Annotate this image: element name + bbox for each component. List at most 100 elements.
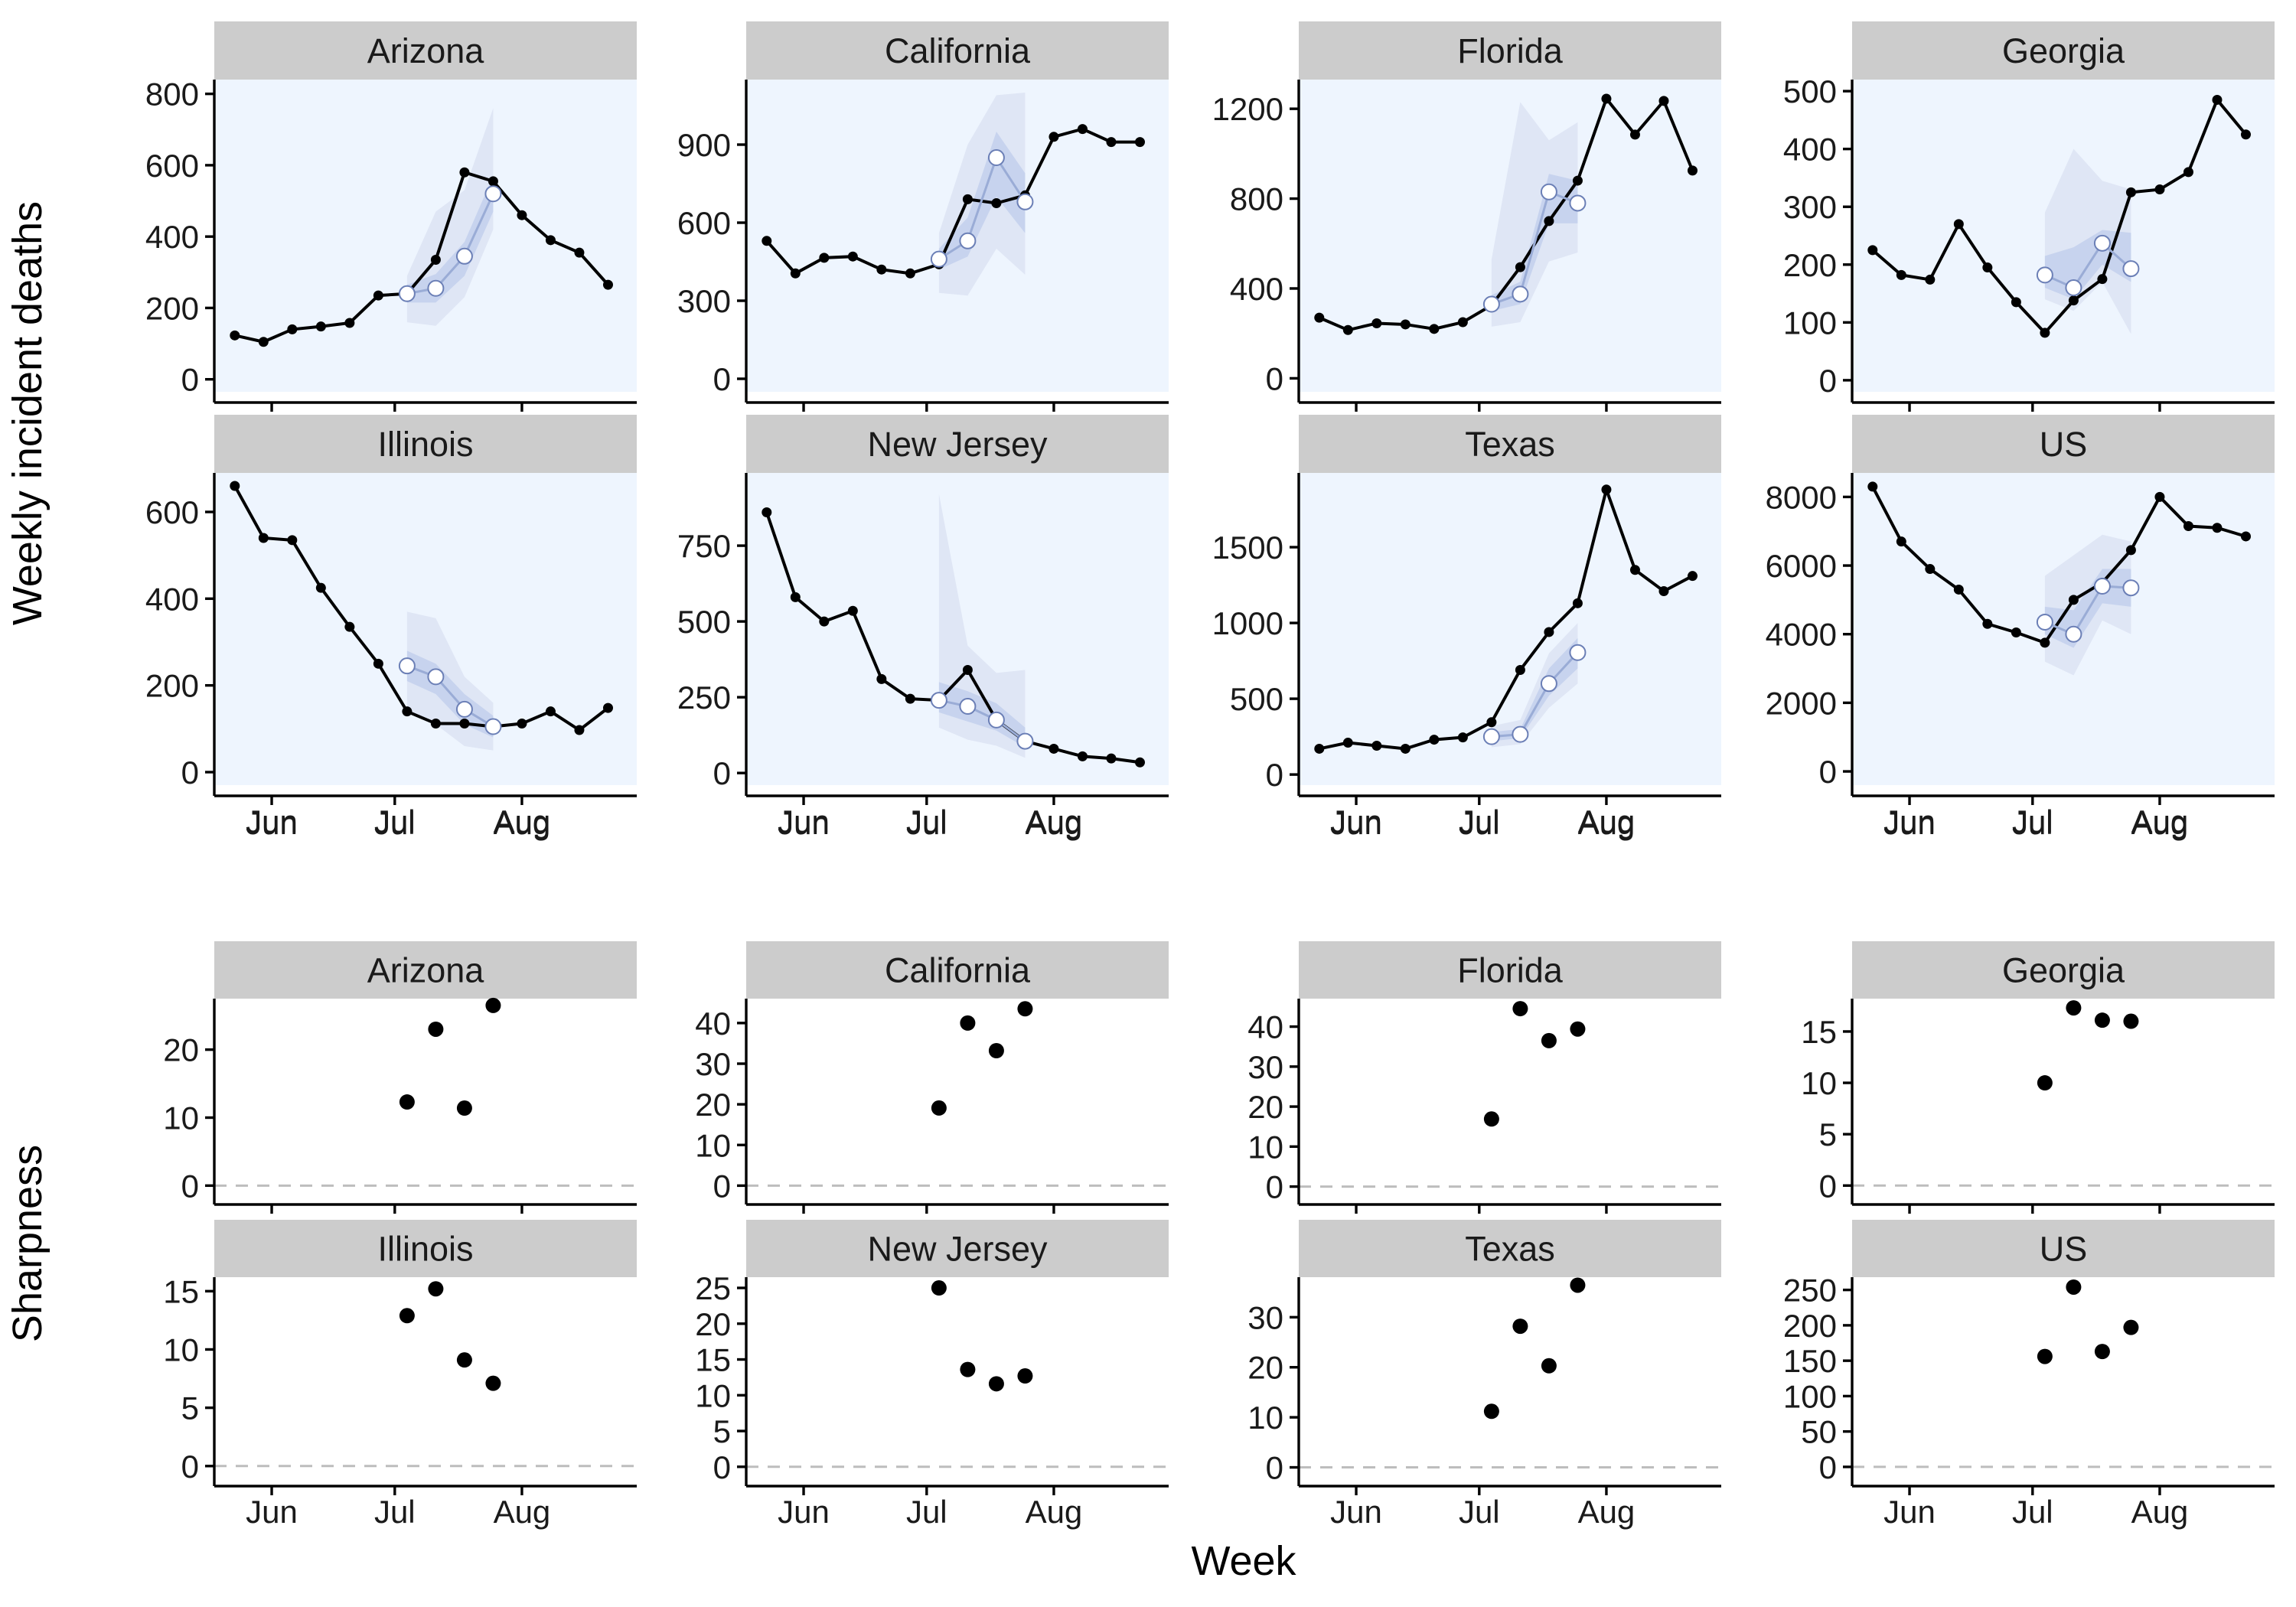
y-tick-label: 5: [181, 1390, 199, 1426]
observed-point: [1106, 753, 1117, 764]
forecast-point: [398, 657, 416, 675]
facet-strip-label: Florida: [1457, 31, 1564, 70]
observed-point: [2240, 129, 2251, 140]
observed-point: [1687, 165, 1698, 176]
forecast-median-line: [2044, 241, 2132, 289]
sharpness-point: [988, 1043, 1004, 1058]
observed-point: [2040, 637, 2050, 648]
observed-point: [876, 673, 887, 684]
forecast-point: [987, 149, 1005, 166]
x-tick-label: Jun: [1883, 1494, 1936, 1530]
y-tick-label: 50: [1801, 1414, 1837, 1450]
observed-point: [459, 719, 470, 729]
y-tick-label: 0: [181, 1449, 199, 1485]
observed-point: [1687, 571, 1698, 582]
observed-point: [287, 535, 298, 546]
forecast-point: [959, 698, 977, 715]
sharpness-point: [1570, 1021, 1586, 1037]
y-tick-label: 400: [145, 219, 199, 255]
sharpness-point: [428, 1281, 444, 1297]
y-tick-label: 250: [677, 680, 731, 715]
observed-point: [430, 254, 441, 265]
x-tick-label: Jul: [1459, 804, 1500, 839]
facet-strip-label: California: [885, 31, 1031, 70]
forecast-point: [987, 711, 1005, 729]
forecast-point: [1569, 644, 1587, 661]
y-tick-label: 10: [163, 1332, 199, 1367]
facet-strip: [1852, 415, 2275, 473]
y-tick-label: 500: [677, 604, 731, 640]
forecast-point: [1482, 295, 1500, 313]
forecast-point: [484, 718, 502, 735]
facet-strip: [1299, 21, 1721, 80]
x-tick-label: Aug: [1026, 804, 1083, 839]
observed-point: [2212, 94, 2223, 105]
sharpness-point: [931, 1280, 947, 1296]
y-tick-label: 250: [1783, 1273, 1837, 1309]
observed-point: [1134, 757, 1145, 768]
x-tick-label: Jun: [1883, 805, 1936, 841]
observed-point: [1658, 96, 1669, 106]
facet-strip-label: Georgia: [2002, 951, 2125, 990]
x-tick-label: Jun: [1330, 1494, 1382, 1530]
y-tick-label: 10: [1247, 1400, 1283, 1436]
forecast-median-line: [1491, 651, 1579, 738]
y-tick-label: 400: [145, 581, 199, 617]
sharpness-point: [931, 1100, 947, 1116]
facet-strip-label: New Jersey: [867, 425, 1048, 464]
x-tick-label: Jul: [374, 805, 416, 841]
observed-point: [1572, 175, 1583, 186]
prediction-interval-90: [1491, 623, 1578, 748]
y-tick-label: 20: [695, 1087, 731, 1123]
observed-point: [1077, 124, 1088, 135]
forecast-point: [427, 279, 445, 297]
deaths-panel-california: California 0 300 600 900 Jun Jul Aug: [677, 21, 1169, 839]
observed-point: [2183, 520, 2193, 531]
y-tick-label: 20: [163, 1032, 199, 1068]
facet-strip: [1852, 941, 2275, 999]
sharpness-panel-illinois: Illinois 0 5 10 15 Jun Jul Aug: [163, 1220, 637, 1530]
y-tick-label: 40: [1247, 1009, 1283, 1045]
sharpness-point: [2037, 1348, 2053, 1364]
observed-point: [991, 198, 1002, 208]
sharpness-point: [2094, 1344, 2110, 1360]
observed-point: [344, 621, 355, 632]
observed-point: [1601, 93, 1612, 104]
observed-point: [1371, 741, 1382, 751]
observed-point: [847, 251, 858, 262]
prediction-interval-50: [406, 175, 494, 303]
prediction-interval-50: [1491, 637, 1578, 742]
y-tick-label: 30: [1247, 1299, 1283, 1335]
facet-strip-label: New Jersey: [867, 1230, 1048, 1269]
sharpness-point: [960, 1015, 976, 1031]
sharpness-point: [2037, 1075, 2053, 1091]
y-tick-label: 5: [713, 1413, 731, 1449]
forecast-median-line: [938, 699, 1026, 742]
facet-strip-label: California: [885, 951, 1031, 990]
y-tick-label: 0: [713, 361, 731, 397]
observed-point: [1601, 484, 1612, 495]
x-tick-label: Aug: [1578, 1494, 1636, 1530]
x-tick-label: Jun: [778, 805, 830, 841]
deaths-panel-florida: Florida 0 400 800 1200 Jun Jul Aug: [1212, 21, 1721, 839]
observed-point: [545, 235, 556, 246]
observed-point: [1896, 269, 1906, 280]
observed-point: [230, 330, 240, 341]
observed-point: [2154, 491, 2165, 502]
sharpness-point: [399, 1308, 415, 1324]
observed-point: [1925, 564, 1936, 575]
observed-point: [1982, 618, 1993, 629]
y-tick-label: 0: [713, 1168, 731, 1204]
y-axis-title-deaths: Weekly incident deaths: [5, 201, 51, 625]
observed-point: [2212, 523, 2223, 533]
observed-point: [402, 706, 413, 717]
sharpness-point: [428, 1021, 444, 1037]
y-tick-label: 0: [1266, 1450, 1283, 1486]
observed-point: [1982, 262, 1993, 273]
facet-strip-label: Illinois: [377, 1230, 473, 1269]
x-tick-label: Jun: [246, 804, 298, 839]
x-tick-label: Jun: [246, 1494, 298, 1530]
y-tick-label: 300: [1783, 189, 1837, 225]
forecast-median-line: [938, 155, 1026, 260]
